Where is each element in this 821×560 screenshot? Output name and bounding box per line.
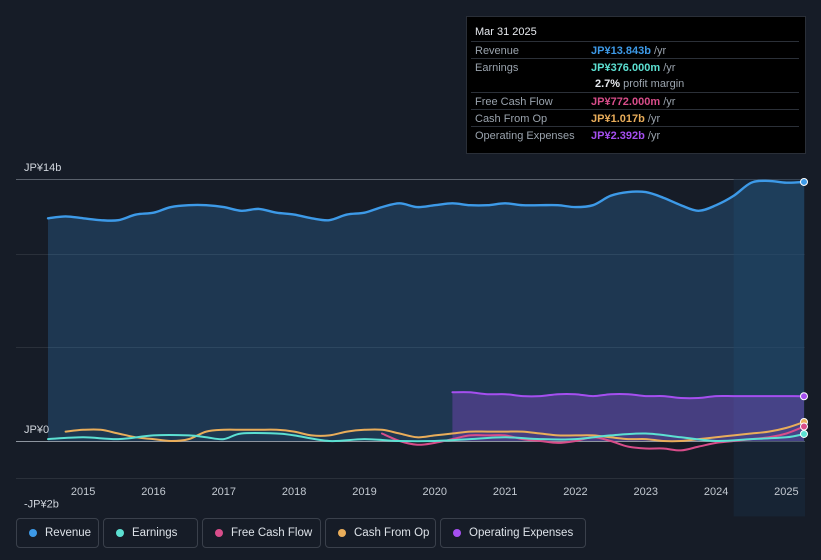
tooltip-cfo-label: Cash From Op (475, 113, 548, 125)
x-tick-label: 2016 (141, 486, 165, 498)
revenue-endpoint[interactable] (800, 177, 808, 186)
tooltip-revenue-label: Revenue (475, 45, 520, 57)
legend-label: Earnings (132, 527, 178, 539)
x-tick-label: 2025 (774, 486, 798, 498)
legend-dot-icon (338, 529, 346, 537)
x-tick-label: 2024 (704, 486, 728, 498)
tooltip-fcf-row: Free Cash Flow JP¥772.000m /yr (471, 92, 799, 110)
legend-item-operating-expenses[interactable]: Operating Expenses (440, 518, 586, 548)
revenue-area (48, 180, 804, 441)
series-lines (46, 179, 806, 452)
tooltip-opex-row: Operating Expenses JP¥2.392b /yr (471, 126, 799, 144)
tooltip-earnings-value: JP¥376.000m (591, 62, 661, 74)
tooltip-earnings-row: Earnings JP¥376.000m /yr (471, 58, 799, 76)
tooltip-margin-row: 2.7% profit margin (471, 75, 799, 92)
tooltip-revenue-row: Revenue JP¥13.843b /yr (471, 41, 799, 59)
legend-label: Cash From Op (354, 527, 430, 539)
tooltip-unit: /yr (663, 62, 676, 74)
tooltip-unit: /yr (663, 96, 676, 108)
x-tick-label: 2015 (71, 486, 95, 498)
tooltip-fcf-value: JP¥772.000m (591, 96, 661, 108)
tooltip-revenue-value: JP¥13.843b (591, 45, 651, 57)
x-tick-label: 2020 (423, 486, 447, 498)
x-tick-label: 2023 (634, 486, 658, 498)
legend-dot-icon (453, 529, 461, 537)
tooltip-cfo-row: Cash From Op JP¥1.017b /yr (471, 109, 799, 127)
earnings-line (47, 432, 805, 443)
legend-item-earnings[interactable]: Earnings (103, 518, 198, 548)
free-cash-flow-endpoint[interactable] (800, 422, 808, 431)
legend-label: Revenue (45, 527, 92, 539)
legend-item-cash-from-op[interactable]: Cash From Op (325, 518, 436, 548)
tooltip-margin-label: profit margin (623, 78, 685, 90)
x-tick-label: 2018 (282, 486, 306, 498)
x-axis-labels: 2015 2016 2017 2018 2019 2020 2021 2022 2023 2024… (71, 486, 799, 498)
cash-from-op-line (64, 421, 805, 443)
data-tooltip: Mar 31 2025 Revenue JP¥13.843b /yr Earni… (466, 16, 806, 154)
y-tick-label: JP¥0 (24, 424, 49, 436)
y-tick-label: JP¥14b (24, 162, 61, 174)
y-axis-labels: JP¥14b JP¥0 -JP¥2b (24, 162, 61, 510)
operating-expenses-line (451, 391, 805, 400)
operating-expenses-endpoint[interactable] (800, 392, 808, 401)
tooltip-cfo-value: JP¥1.017b (591, 113, 645, 125)
tooltip-unit: /yr (647, 130, 661, 142)
legend-dot-icon (116, 529, 124, 537)
revenue-line (46, 179, 806, 222)
operating-expenses-area (452, 392, 804, 441)
legend-dot-icon (215, 529, 223, 537)
x-tick-label: 2022 (563, 486, 587, 498)
legend-dot-icon (29, 529, 37, 537)
tooltip-opex-value: JP¥2.392b (591, 130, 645, 142)
tooltip-unit: /yr (647, 113, 661, 125)
series-areas (48, 180, 804, 441)
tooltip-unit: /yr (654, 45, 667, 57)
earnings-endpoint[interactable] (800, 429, 808, 438)
x-tick-label: 2017 (212, 486, 236, 498)
legend-item-revenue[interactable]: Revenue (16, 518, 99, 548)
legend-label: Free Cash Flow (231, 527, 313, 539)
forecast-highlight-band (733, 179, 805, 517)
series-endpoints (800, 177, 808, 438)
x-tick-label: 2021 (493, 486, 517, 498)
legend-label: Operating Expenses (469, 527, 574, 539)
tooltip-earnings-label: Earnings (475, 62, 519, 74)
y-tick-label: -JP¥2b (24, 498, 59, 510)
tooltip-fcf-label: Free Cash Flow (475, 96, 553, 108)
tooltip-date: Mar 31 2025 (475, 26, 537, 38)
tooltip-margin-value: 2.7% (595, 78, 621, 90)
legend-item-free-cash-flow[interactable]: Free Cash Flow (202, 518, 321, 548)
tooltip-opex-label: Operating Expenses (475, 130, 575, 142)
x-tick-label: 2019 (352, 486, 376, 498)
